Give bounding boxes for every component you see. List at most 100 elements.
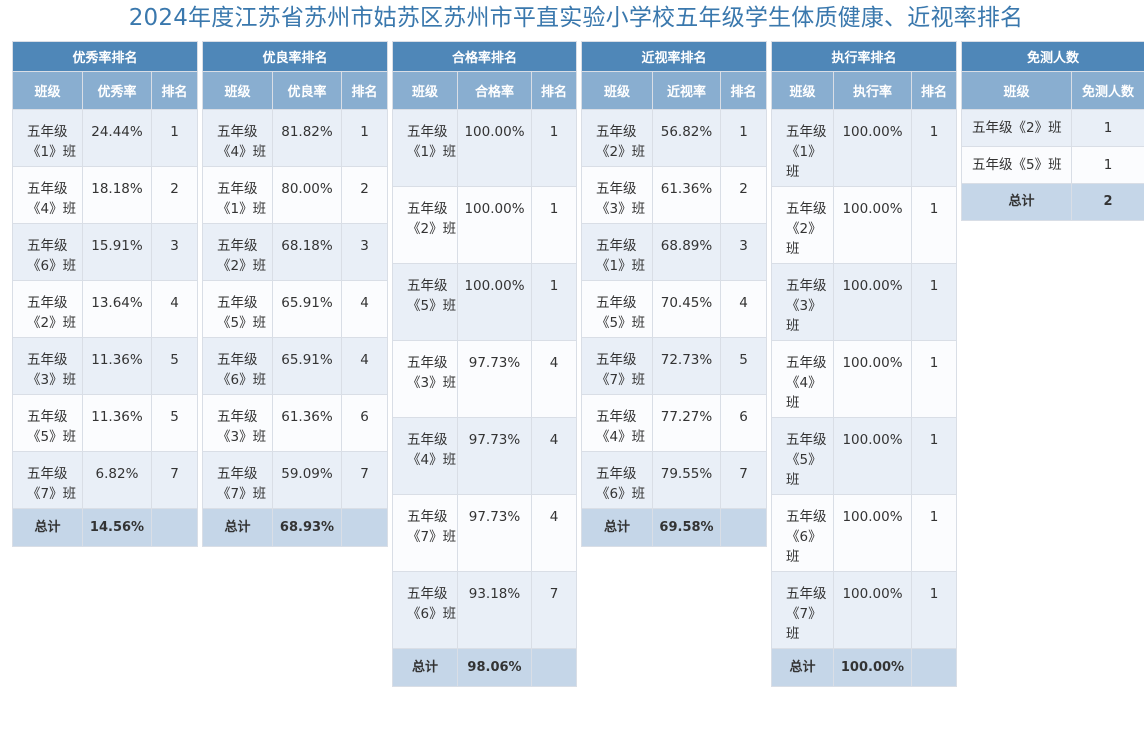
value-cell: 100.00% bbox=[833, 571, 912, 649]
total-rank-cell bbox=[719, 508, 768, 547]
rank-cell: 5 bbox=[150, 394, 199, 452]
total-label: 总计 bbox=[581, 508, 653, 547]
value-cell: 81.82% bbox=[272, 109, 342, 167]
class-cell: 五年级《5》班 bbox=[202, 280, 273, 338]
column-header-class[interactable]: 班级 bbox=[581, 71, 653, 110]
value-cell: 61.36% bbox=[652, 166, 721, 224]
total-value: 98.06% bbox=[457, 648, 532, 687]
total-value: 14.56% bbox=[82, 508, 152, 547]
class-cell: 五年级《5》班 bbox=[961, 146, 1072, 184]
good-rank-table: 优良率排名 班级 优良率 排名 五年级《4》班 81.82% 1 五年级《1》班 80… bbox=[201, 41, 389, 547]
class-cell: 五年级《2》班 bbox=[771, 186, 834, 264]
total-row: 总计 98.06% bbox=[392, 648, 578, 687]
column-header-value[interactable]: 优秀率 bbox=[82, 71, 152, 110]
column-header-class[interactable]: 班级 bbox=[961, 71, 1072, 110]
total-rank-cell bbox=[150, 508, 199, 547]
class-cell: 五年级《1》班 bbox=[202, 166, 273, 224]
value-cell: 100.00% bbox=[833, 417, 912, 495]
column-header-rank[interactable]: 排名 bbox=[150, 71, 199, 110]
class-cell: 五年级《3》班 bbox=[392, 340, 458, 418]
myopia-rank-table: 近视率排名 班级 近视率 排名 五年级《2》班 56.82% 1 五年级《3》班 61… bbox=[580, 41, 768, 547]
table-row: 五年级《3》班 97.73% 4 bbox=[392, 340, 578, 418]
rank-cell: 1 bbox=[910, 417, 958, 495]
rank-cell: 4 bbox=[340, 280, 389, 338]
rank-cell: 1 bbox=[719, 109, 768, 167]
exempt-count-table: 免测人数 班级 免测人数 五年级《2》班 1 五年级《5》班 1 总计 2 bbox=[960, 41, 1144, 221]
pass-rank-table: 合格率排名 班级 合格率 排名 五年级《1》班 100.00% 1 五年级《2》班 1… bbox=[391, 41, 578, 687]
value-cell: 56.82% bbox=[652, 109, 721, 167]
column-header-class[interactable]: 班级 bbox=[771, 71, 834, 110]
value-cell: 80.00% bbox=[272, 166, 342, 224]
class-cell: 五年级《2》班 bbox=[961, 109, 1072, 147]
column-header-value[interactable]: 合格率 bbox=[457, 71, 532, 110]
class-cell: 五年级《6》班 bbox=[581, 451, 653, 509]
column-header-value[interactable]: 优良率 bbox=[272, 71, 342, 110]
class-cell: 五年级《7》班 bbox=[202, 451, 273, 509]
value-cell: 100.00% bbox=[833, 263, 912, 341]
table-row: 五年级《5》班 1 bbox=[961, 146, 1144, 184]
rank-cell: 1 bbox=[150, 109, 199, 167]
table-row: 五年级《2》班 13.64% 4 bbox=[12, 280, 199, 338]
value-cell: 79.55% bbox=[652, 451, 721, 509]
class-cell: 五年级《3》班 bbox=[771, 263, 834, 341]
rank-cell: 3 bbox=[150, 223, 199, 281]
value-cell: 97.73% bbox=[457, 340, 532, 418]
table-row: 五年级《7》班 6.82% 7 bbox=[12, 451, 199, 509]
class-cell: 五年级《3》班 bbox=[12, 337, 83, 395]
value-cell: 100.00% bbox=[833, 340, 912, 418]
table-row: 五年级《4》班 97.73% 4 bbox=[392, 417, 578, 495]
column-header-rank[interactable]: 排名 bbox=[910, 71, 958, 110]
table-row: 五年级《1》班 100.00% 1 bbox=[771, 109, 958, 187]
value-cell: 18.18% bbox=[82, 166, 152, 224]
excellent-rank-table: 优秀率排名 班级 优秀率 排名 五年级《1》班 24.44% 1 五年级《4》班 18… bbox=[11, 41, 199, 547]
class-cell: 五年级《1》班 bbox=[392, 109, 458, 187]
total-row: 总计 2 bbox=[961, 183, 1144, 221]
total-value: 68.93% bbox=[272, 508, 342, 547]
table-row: 五年级《4》班 81.82% 1 bbox=[202, 109, 389, 167]
class-cell: 五年级《4》班 bbox=[392, 417, 458, 495]
table-row: 五年级《7》班 100.00% 1 bbox=[771, 571, 958, 649]
value-cell: 97.73% bbox=[457, 417, 532, 495]
class-cell: 五年级《4》班 bbox=[771, 340, 834, 418]
rank-cell: 2 bbox=[340, 166, 389, 224]
table-row: 五年级《7》班 59.09% 7 bbox=[202, 451, 389, 509]
column-header-value[interactable]: 近视率 bbox=[652, 71, 721, 110]
table-row: 五年级《3》班 11.36% 5 bbox=[12, 337, 199, 395]
rank-cell: 7 bbox=[340, 451, 389, 509]
column-header-class[interactable]: 班级 bbox=[392, 71, 458, 110]
column-header-class[interactable]: 班级 bbox=[12, 71, 83, 110]
rank-cell: 1 bbox=[910, 186, 958, 264]
table-title: 近视率排名 bbox=[580, 41, 768, 72]
table-row: 五年级《2》班 1 bbox=[961, 109, 1144, 147]
table-row: 五年级《6》班 79.55% 7 bbox=[581, 451, 768, 509]
table-row: 五年级《5》班 100.00% 1 bbox=[771, 417, 958, 495]
column-header-value[interactable]: 执行率 bbox=[833, 71, 912, 110]
column-header-rank[interactable]: 排名 bbox=[530, 71, 578, 110]
column-header-rank[interactable]: 排名 bbox=[719, 71, 768, 110]
value-cell: 59.09% bbox=[272, 451, 342, 509]
column-header-class[interactable]: 班级 bbox=[202, 71, 273, 110]
total-value: 69.58% bbox=[652, 508, 721, 547]
table-row: 五年级《6》班 15.91% 3 bbox=[12, 223, 199, 281]
class-cell: 五年级《5》班 bbox=[392, 263, 458, 341]
table-row: 五年级《4》班 18.18% 2 bbox=[12, 166, 199, 224]
total-rank-cell bbox=[530, 648, 578, 687]
class-cell: 五年级《1》班 bbox=[581, 223, 653, 281]
table-title: 优良率排名 bbox=[201, 41, 389, 72]
column-header-count[interactable]: 免测人数 bbox=[1070, 71, 1144, 110]
rank-cell: 7 bbox=[719, 451, 768, 509]
class-cell: 五年级《5》班 bbox=[12, 394, 83, 452]
rank-cell: 1 bbox=[910, 340, 958, 418]
class-cell: 五年级《2》班 bbox=[392, 186, 458, 264]
total-row: 总计 14.56% bbox=[12, 508, 199, 547]
total-label: 总计 bbox=[961, 183, 1072, 221]
value-cell: 68.18% bbox=[272, 223, 342, 281]
class-cell: 五年级《4》班 bbox=[581, 394, 653, 452]
value-cell: 65.91% bbox=[272, 280, 342, 338]
value-cell: 72.73% bbox=[652, 337, 721, 395]
value-cell: 6.82% bbox=[82, 451, 152, 509]
column-header-rank[interactable]: 排名 bbox=[340, 71, 389, 110]
class-cell: 五年级《6》班 bbox=[202, 337, 273, 395]
table-row: 五年级《7》班 97.73% 4 bbox=[392, 494, 578, 572]
value-cell: 100.00% bbox=[457, 186, 532, 264]
